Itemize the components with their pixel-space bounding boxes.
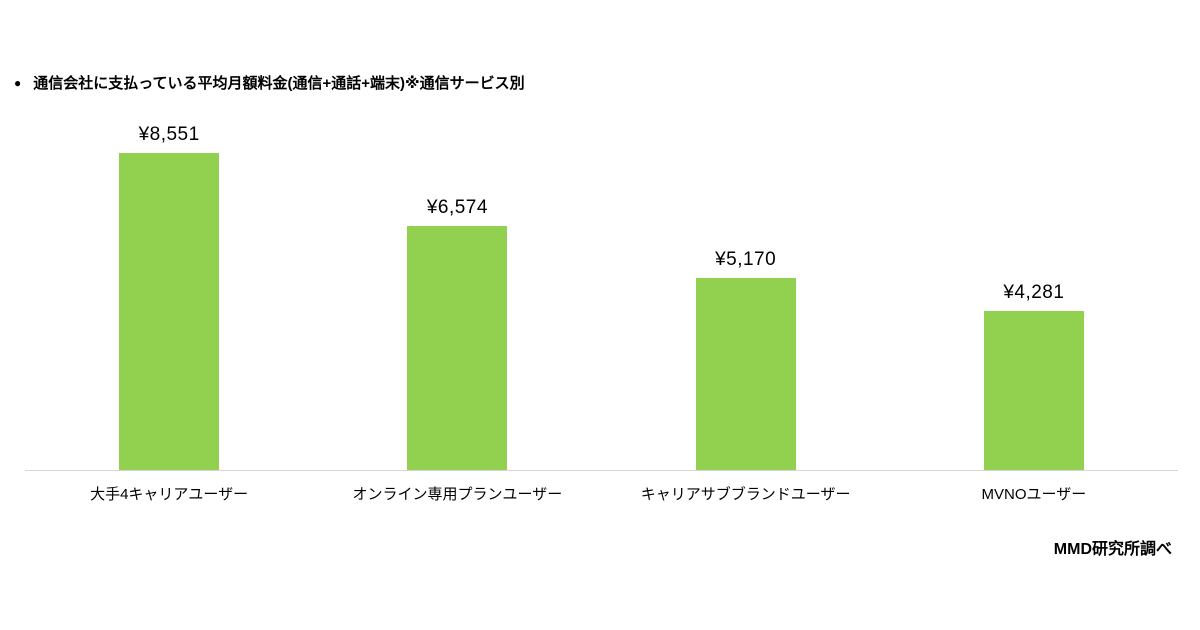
bar (695, 278, 796, 470)
category-label: MVNOユーザー (981, 486, 1087, 503)
bar (119, 153, 220, 470)
bar-group: ¥8,551 (25, 110, 313, 470)
category-label: オンライン専用プランユーザー (352, 486, 563, 503)
bar-value-label: ¥8,551 (138, 124, 200, 145)
category-label: キャリアサブブランドユーザー (640, 486, 851, 503)
bar-value-label: ¥4,281 (1003, 282, 1065, 303)
bar-group: ¥5,170 (602, 110, 890, 470)
bar-group: ¥6,574 (313, 110, 601, 470)
category-label: 大手4キャリアユーザー (90, 486, 249, 503)
bar-value-label: ¥5,170 (715, 249, 777, 270)
chart-title-text: 通信会社に支払っている平均月額料金(通信+通話+端末)※通信サービス別 (33, 75, 525, 92)
bar-value-label: ¥6,574 (426, 197, 488, 218)
chart-title: ● 通信会社に支払っている平均月額料金(通信+通話+端末)※通信サービス別 (14, 72, 525, 93)
bar-group: ¥4,281 (890, 110, 1178, 470)
bar (407, 226, 508, 470)
bullet-icon: ● (14, 75, 22, 90)
category-axis: 大手4キャリアユーザー オンライン専用プランユーザー キャリアサブブランドユーザ… (25, 483, 1178, 504)
source-note: MMD研究所調べ (1053, 541, 1172, 558)
bar-chart: ¥8,551 ¥6,574 ¥5,170 ¥4,281 (25, 110, 1178, 471)
bar (983, 311, 1084, 470)
